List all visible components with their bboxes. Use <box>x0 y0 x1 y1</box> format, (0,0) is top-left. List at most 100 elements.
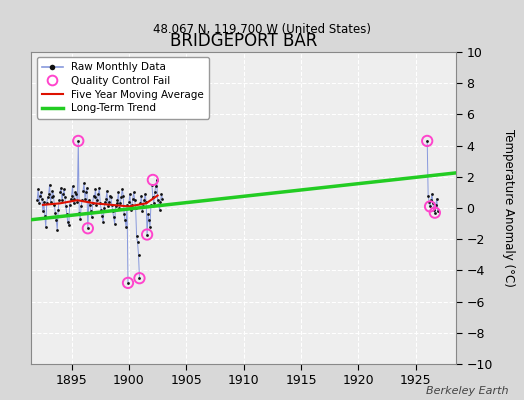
Point <box>90 192 98 199</box>
Point <box>95 184 104 191</box>
Point <box>84 225 92 232</box>
Point <box>135 275 144 282</box>
Point <box>143 231 151 238</box>
Point <box>63 219 72 225</box>
Point <box>98 213 106 219</box>
Point <box>62 203 70 210</box>
Point <box>426 203 434 210</box>
Point <box>55 197 63 203</box>
Point <box>116 200 125 206</box>
Legend: Raw Monthly Data, Quality Control Fail, Five Year Moving Average, Long-Term Tren: Raw Monthly Data, Quality Control Fail, … <box>37 57 209 118</box>
Point <box>99 219 107 225</box>
Point <box>49 192 58 199</box>
Point <box>130 197 139 203</box>
Point <box>146 224 154 230</box>
Point <box>37 189 45 196</box>
Point <box>151 183 160 189</box>
Point <box>158 196 167 202</box>
Point <box>112 200 121 206</box>
Point <box>157 191 166 197</box>
Point <box>102 196 110 202</box>
Point <box>155 206 163 213</box>
Point <box>64 222 73 228</box>
Point <box>155 202 163 208</box>
Point <box>80 180 88 186</box>
Point <box>46 182 54 188</box>
Point <box>47 194 56 200</box>
Title: BRIDGEPORT BAR: BRIDGEPORT BAR <box>170 32 318 50</box>
Point <box>51 210 60 216</box>
Point <box>74 138 82 144</box>
Point <box>431 210 439 216</box>
Point <box>106 194 115 200</box>
Point <box>429 200 437 206</box>
Point <box>426 203 434 210</box>
Point <box>433 208 442 214</box>
Point <box>59 191 67 197</box>
Point <box>125 198 133 205</box>
Point <box>73 198 82 205</box>
Point <box>91 186 100 192</box>
Point <box>88 214 96 220</box>
Point <box>142 198 150 205</box>
Point <box>128 196 137 202</box>
Point <box>133 233 141 239</box>
Point <box>104 203 112 210</box>
Point <box>110 214 118 220</box>
Point <box>96 200 104 206</box>
Point <box>148 182 156 188</box>
Point <box>61 194 69 200</box>
Point <box>58 197 66 203</box>
Point <box>36 192 44 199</box>
Point <box>68 183 77 189</box>
Point <box>42 200 51 206</box>
Text: Berkeley Earth: Berkeley Earth <box>426 386 508 396</box>
Point <box>118 186 126 192</box>
Point <box>76 216 84 222</box>
Point <box>53 227 61 233</box>
Point <box>137 192 146 199</box>
Point <box>156 198 165 205</box>
Point <box>92 202 101 208</box>
Point <box>43 194 52 200</box>
Point <box>72 191 81 197</box>
Point <box>69 200 78 206</box>
Point <box>134 252 143 258</box>
Point <box>45 191 53 197</box>
Point <box>425 198 433 205</box>
Point <box>150 189 159 196</box>
Point <box>135 275 144 282</box>
Point <box>48 188 57 194</box>
Point <box>33 197 41 203</box>
Point <box>149 177 157 183</box>
Point <box>138 208 147 214</box>
Point <box>114 189 123 196</box>
Point <box>79 188 88 194</box>
Point <box>143 231 151 238</box>
Point <box>46 198 54 205</box>
Point <box>433 196 441 202</box>
Point <box>84 225 92 232</box>
Point <box>54 206 62 213</box>
Point <box>57 184 66 191</box>
Point <box>52 217 60 224</box>
Point <box>97 206 105 213</box>
Point <box>39 208 47 214</box>
Point <box>147 202 155 208</box>
Point <box>70 196 79 202</box>
Point <box>100 205 108 211</box>
Point <box>424 192 432 199</box>
Point <box>115 205 124 211</box>
Point <box>126 191 134 197</box>
Point <box>83 184 91 191</box>
Point <box>152 177 161 183</box>
Point <box>90 194 99 200</box>
Point <box>71 189 80 196</box>
Point <box>107 202 116 208</box>
Point <box>129 189 138 196</box>
Point <box>35 200 43 206</box>
Point <box>66 202 74 208</box>
Point <box>119 192 127 199</box>
Point <box>68 192 76 199</box>
Point <box>123 202 131 208</box>
